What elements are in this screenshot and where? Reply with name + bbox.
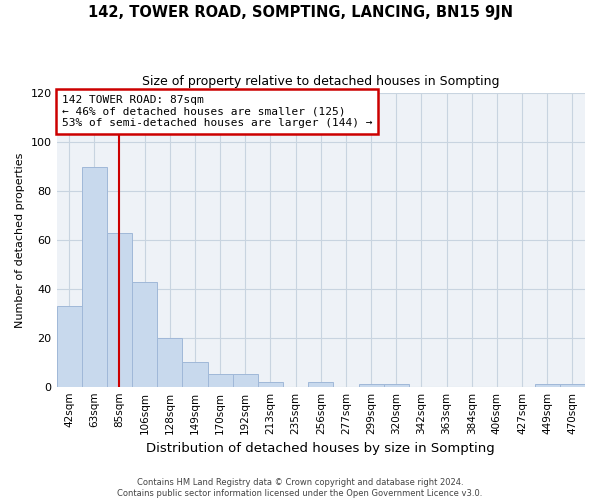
Text: 142, TOWER ROAD, SOMPTING, LANCING, BN15 9JN: 142, TOWER ROAD, SOMPTING, LANCING, BN15… [88,5,512,20]
Bar [308,382,334,386]
Bar [107,232,132,386]
Bar [208,374,233,386]
Bar [359,384,383,386]
Bar [535,384,560,386]
Bar [132,282,157,387]
Y-axis label: Number of detached properties: Number of detached properties [15,152,25,328]
X-axis label: Distribution of detached houses by size in Sompting: Distribution of detached houses by size … [146,442,495,455]
Text: 142 TOWER ROAD: 87sqm
← 46% of detached houses are smaller (125)
53% of semi-det: 142 TOWER ROAD: 87sqm ← 46% of detached … [62,95,373,128]
Bar [56,306,82,386]
Text: Contains HM Land Registry data © Crown copyright and database right 2024.
Contai: Contains HM Land Registry data © Crown c… [118,478,482,498]
Bar [182,362,208,386]
Bar [157,338,182,386]
Bar [82,166,107,386]
Bar [233,374,258,386]
Bar [258,382,283,386]
Title: Size of property relative to detached houses in Sompting: Size of property relative to detached ho… [142,75,500,88]
Bar [560,384,585,386]
Bar [383,384,409,386]
